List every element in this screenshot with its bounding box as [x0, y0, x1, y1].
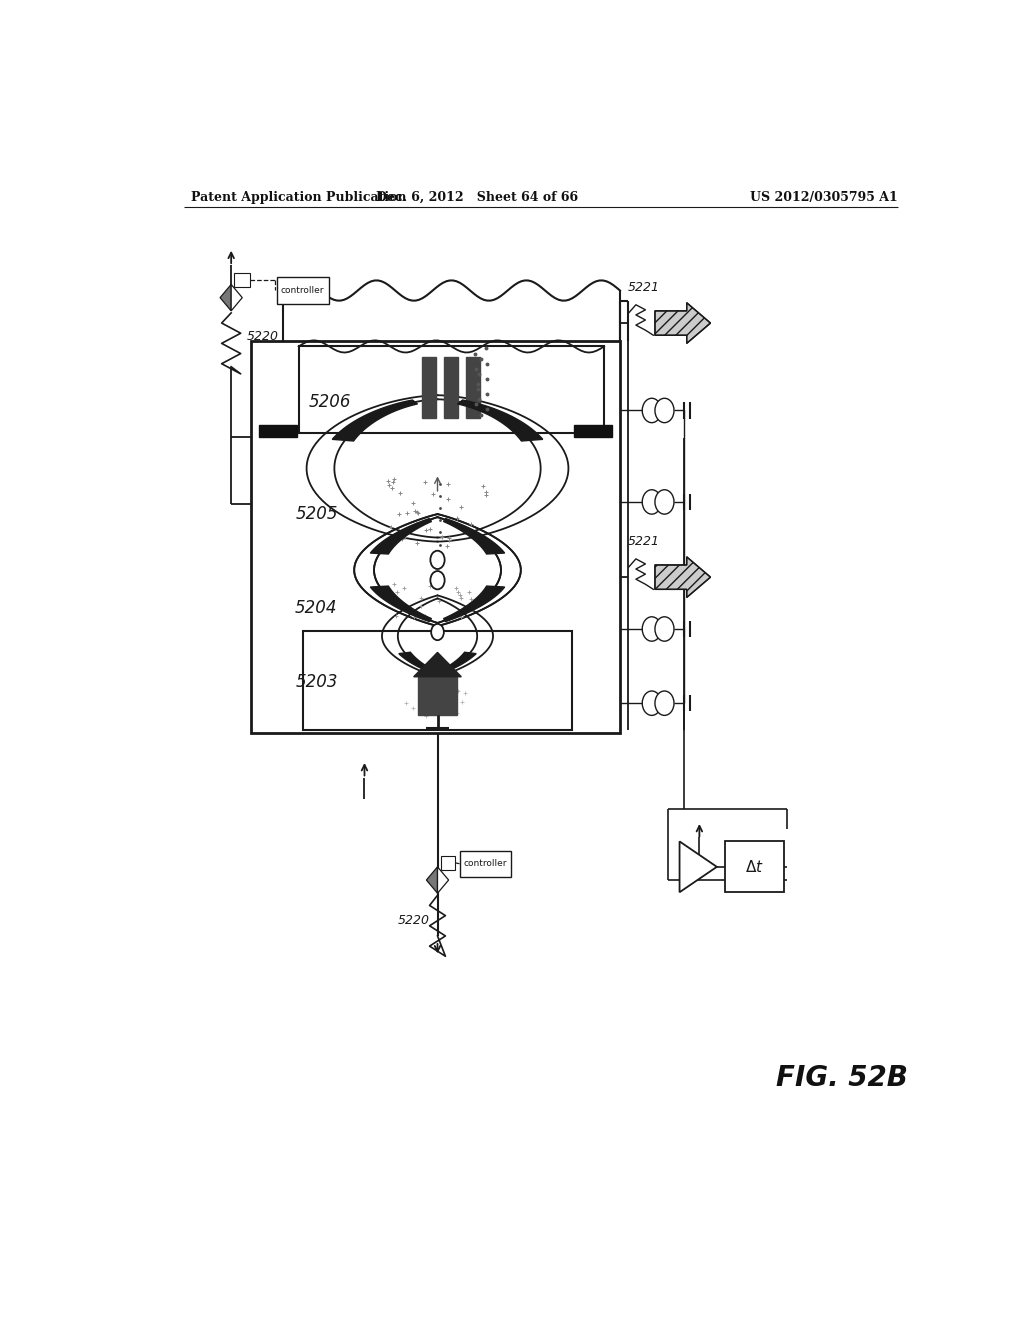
Bar: [251, 342, 620, 733]
Polygon shape: [442, 652, 476, 672]
Bar: [443, 356, 458, 417]
Bar: [440, 855, 455, 870]
Circle shape: [655, 690, 674, 715]
Circle shape: [642, 616, 662, 642]
Polygon shape: [437, 867, 449, 894]
Text: Patent Application Publication: Patent Application Publication: [191, 190, 407, 203]
Polygon shape: [426, 867, 437, 894]
Circle shape: [655, 616, 674, 642]
Polygon shape: [371, 586, 431, 622]
Text: controller: controller: [464, 859, 507, 869]
Text: Dec. 6, 2012   Sheet 64 of 66: Dec. 6, 2012 Sheet 64 of 66: [376, 190, 579, 203]
Polygon shape: [443, 586, 505, 622]
Text: 5220: 5220: [247, 330, 279, 343]
Polygon shape: [332, 400, 418, 441]
Polygon shape: [655, 302, 711, 343]
Polygon shape: [398, 652, 433, 672]
Polygon shape: [414, 652, 462, 677]
Circle shape: [431, 624, 443, 640]
Bar: [299, 346, 604, 433]
Polygon shape: [655, 557, 711, 598]
Polygon shape: [458, 400, 543, 441]
Bar: [574, 425, 612, 437]
Text: 5203: 5203: [296, 673, 338, 690]
Text: 5206: 5206: [309, 393, 351, 412]
Text: 5220: 5220: [397, 915, 430, 927]
Circle shape: [642, 690, 662, 715]
Text: $\Delta t$: $\Delta t$: [744, 859, 764, 875]
Circle shape: [655, 399, 674, 422]
Bar: [725, 841, 784, 892]
Bar: [259, 425, 297, 437]
Text: 5221: 5221: [628, 535, 659, 548]
Bar: [303, 631, 572, 730]
Text: US 2012/0305795 A1: US 2012/0305795 A1: [750, 190, 898, 203]
Circle shape: [430, 572, 444, 589]
Bar: [466, 356, 480, 417]
Polygon shape: [680, 841, 717, 892]
Bar: [278, 277, 329, 304]
Circle shape: [642, 490, 662, 515]
Polygon shape: [231, 284, 243, 312]
Circle shape: [655, 490, 674, 515]
Bar: [422, 356, 436, 417]
Text: 5221: 5221: [628, 281, 659, 294]
Polygon shape: [371, 519, 431, 554]
Bar: [234, 273, 250, 288]
Text: 5205: 5205: [296, 506, 338, 523]
Bar: [418, 677, 458, 715]
Text: controller: controller: [281, 286, 325, 296]
Polygon shape: [443, 519, 505, 554]
Circle shape: [430, 550, 444, 569]
Text: 5204: 5204: [295, 599, 337, 616]
Polygon shape: [220, 284, 231, 312]
Text: FIG. 52B: FIG. 52B: [776, 1064, 908, 1092]
Circle shape: [642, 399, 662, 422]
Bar: [460, 850, 511, 876]
